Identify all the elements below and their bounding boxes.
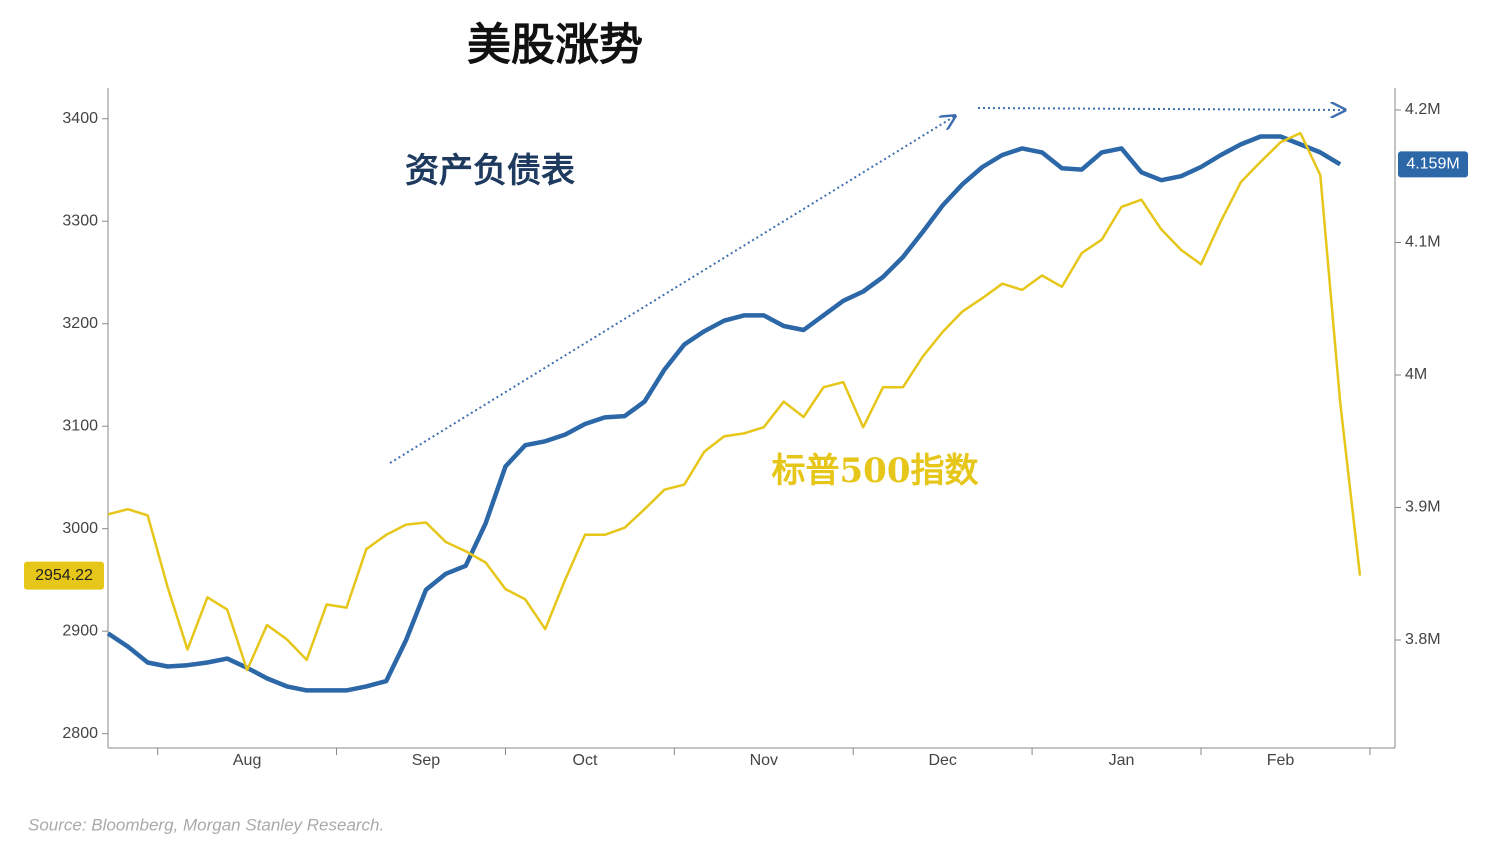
y-tick-label: 3300 [62, 212, 98, 229]
x-tick-label: Dec [928, 752, 956, 769]
series-line [106, 134, 1342, 693]
x-tick-label: Nov [750, 752, 778, 769]
source-note: Source: Bloomberg, Morgan Stanley Resear… [28, 815, 384, 834]
y-tick-label: 2800 [62, 725, 98, 742]
series-annotation: 资产负债表 [405, 151, 575, 191]
y2-tick-label: 4.2M [1405, 101, 1441, 118]
series-line [107, 131, 1362, 672]
y2-tick-label: 3.9M [1405, 499, 1441, 516]
x-tick-label: Sep [412, 752, 441, 769]
y2-tick-label: 4M [1405, 366, 1427, 383]
y-tick-label: 3100 [62, 417, 98, 434]
y-tick-label: 3200 [62, 315, 98, 332]
value-label: 4.159M [1406, 156, 1459, 173]
y2-tick-label: 4.1M [1405, 234, 1441, 251]
x-tick-label: Oct [573, 752, 598, 769]
value-label-box [1398, 151, 1468, 178]
value-label: 2954.22 [35, 567, 93, 584]
value-label-box [24, 561, 104, 590]
series-annotation: 标普500指数 [772, 451, 979, 491]
trend-arrow [389, 116, 955, 464]
x-tick-label: Aug [233, 752, 261, 769]
y-tick-label: 3000 [62, 520, 98, 537]
y2-tick-label: 3.8M [1405, 631, 1441, 648]
y-tick-label: 2900 [62, 622, 98, 639]
x-tick-label: Feb [1267, 752, 1295, 769]
x-tick-label: Jan [1109, 752, 1135, 769]
y-tick-label: 3400 [62, 110, 98, 127]
trend-arrow [977, 108, 1345, 110]
chart-title: 美股涨势 [467, 20, 643, 71]
